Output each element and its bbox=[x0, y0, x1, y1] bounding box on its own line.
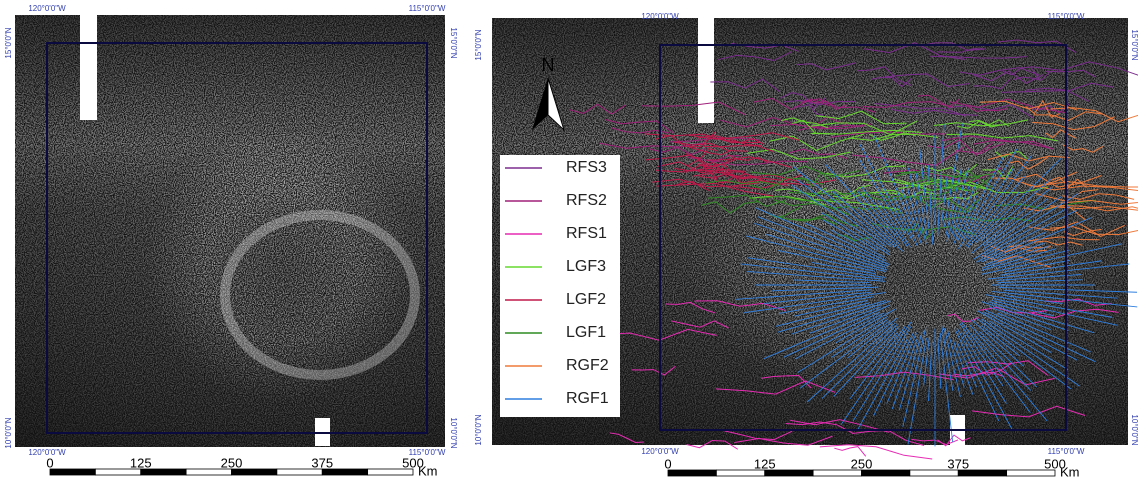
graticule-label: 15°0'0"N bbox=[474, 29, 483, 60]
panel-left-imagery bbox=[15, 15, 445, 447]
north-label: N bbox=[542, 55, 555, 75]
scale-label: 375 bbox=[947, 456, 969, 471]
scale-unit: Km bbox=[418, 463, 438, 478]
graticule-label: 115°0'0"W bbox=[1048, 447, 1085, 456]
graticule-label: 10°0'0"N bbox=[474, 414, 483, 445]
scale-label: 250 bbox=[851, 456, 873, 471]
graticule-label: 120°0'0"W bbox=[28, 4, 66, 13]
lineament bbox=[834, 447, 865, 457]
scale-label: 250 bbox=[221, 455, 243, 470]
scale-segment bbox=[50, 469, 95, 475]
lineament bbox=[820, 445, 932, 459]
graticule-label: 115°0'0"W bbox=[409, 4, 446, 13]
scale-label: 0 bbox=[664, 456, 671, 471]
graticule-label: 10°0'0"N bbox=[1130, 414, 1138, 445]
graticule-label: 120°0'0"W bbox=[641, 12, 679, 21]
legend-label: RFS3 bbox=[566, 159, 607, 176]
legend-label: RFS2 bbox=[566, 192, 607, 209]
legend-label: RGF2 bbox=[566, 357, 609, 374]
graticule-label: 120°0'0"W bbox=[641, 447, 679, 456]
legend-label: RFS1 bbox=[566, 225, 607, 242]
legend-label: LGF3 bbox=[566, 258, 606, 275]
scale-label: 375 bbox=[311, 455, 333, 470]
scale-label: 125 bbox=[130, 455, 152, 470]
scale-label: 0 bbox=[46, 455, 53, 470]
legend-label: LGF2 bbox=[566, 291, 606, 308]
graticule-label: 15°0'0"N bbox=[1130, 29, 1138, 60]
graticule-label: 10°0'0"N bbox=[4, 417, 13, 448]
figure: 120°0'0"W 115°0'0"W 120°0'0"W 115°0'0"W 15°0… bbox=[0, 0, 1138, 483]
legend-label: LGF1 bbox=[566, 324, 606, 341]
graticule-label: 15°0'0"N bbox=[449, 27, 458, 58]
graticule-label: 115°0'0"W bbox=[1048, 12, 1085, 21]
scale-label: 125 bbox=[754, 456, 776, 471]
scale-unit: Km bbox=[1060, 464, 1080, 479]
graticule-label: 15°0'0"N bbox=[4, 27, 13, 58]
legend-label: RGF1 bbox=[566, 390, 609, 407]
scale-segment bbox=[668, 470, 716, 476]
graticule-label: 10°0'0"N bbox=[449, 417, 458, 448]
